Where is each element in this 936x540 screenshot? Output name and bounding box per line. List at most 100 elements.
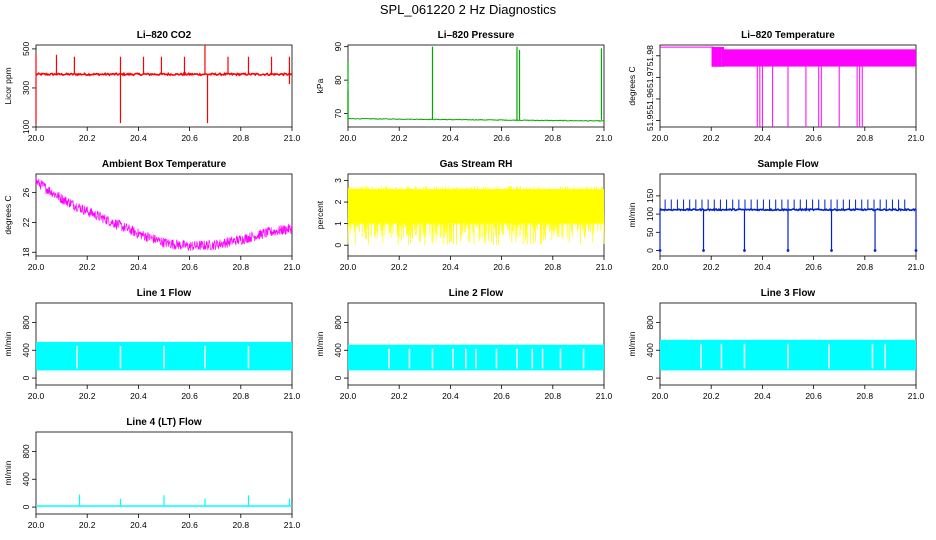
x-tick-label: 20.2 [79, 133, 96, 143]
x-tick-label: 21.0 [908, 391, 925, 401]
x-tick-label: 20.2 [391, 391, 408, 401]
x-tick-label: 21.0 [596, 133, 613, 143]
x-tick-label: 20.8 [857, 133, 874, 143]
y-tick-label: 26 [21, 188, 31, 198]
chart-box-temp: Ambient Box Temperature 20.0 20.2 20.4 20.6 2… [3, 159, 301, 272]
chart-title: Line 2 Flow [449, 288, 504, 299]
x-tick-label: 20.6 [493, 133, 510, 143]
y-tick-label: 22 [21, 217, 31, 227]
x-tick-label: 20.6 [181, 391, 198, 401]
series-point [702, 249, 705, 252]
y-tick-label: 300 [21, 81, 31, 95]
x-tick-label: 21.0 [284, 391, 301, 401]
y-axis-label: ml/min [627, 331, 637, 356]
chart-line4: Line 4 (LT) Flow 20.0 20.2 20.4 20.6 20.8 21.0… [3, 417, 301, 530]
y-axis-label: kPa [315, 78, 325, 93]
x-tick-label: 20.6 [805, 391, 822, 401]
y-tick-label: 0 [21, 504, 31, 509]
chart-title: Li–820 CO2 [137, 30, 192, 41]
y-axis-label: ml/min [627, 202, 637, 227]
x-tick-label: 20.4 [442, 133, 459, 143]
x-tick-label: 20.8 [857, 262, 874, 272]
plot-frame [347, 302, 605, 386]
x-tick-label: 20.0 [340, 391, 357, 401]
x-tick-label: 21.0 [596, 391, 613, 401]
chart-pressure: Li–820 Pressure 20.0 20.2 20.4 20.6 20.8 21.0 7… [315, 30, 613, 143]
x-tick-label: 20.4 [442, 262, 459, 272]
chart-title: Line 3 Flow [761, 288, 816, 299]
x-tick-label: 21.0 [284, 262, 301, 272]
x-tick-label: 20.0 [652, 133, 669, 143]
chart-line3: Line 3 Flow 20.0 20.2 20.4 20.6 20.8 21.0 0 400 8… [627, 288, 925, 401]
chart-sample-flow: Sample Flow 20.0 20.2 20.4 20.6 20.8 21.0 0 50 10… [627, 159, 925, 272]
x-tick-label: 20.0 [28, 520, 45, 530]
y-tick-label: 0 [333, 375, 343, 380]
x-tick-label: 20.2 [79, 520, 96, 530]
x-tick-label: 20.2 [79, 262, 96, 272]
y-tick-label: 0 [333, 243, 343, 248]
chart-title: Gas Stream RH [440, 159, 513, 170]
chart-line2: Line 2 Flow 20.0 20.2 20.4 20.6 20.8 21.0 0 400 8… [315, 288, 613, 401]
x-tick-label: 20.2 [391, 262, 408, 272]
plot-frame [35, 431, 293, 515]
y-tick-label: 0 [645, 375, 655, 380]
x-tick-label: 20.2 [703, 262, 720, 272]
x-tick-label: 20.8 [233, 391, 250, 401]
x-tick-label: 20.8 [545, 133, 562, 143]
y-tick-label: 400 [21, 343, 31, 357]
y-axis-label: degrees C [627, 66, 637, 105]
x-tick-label: 21.0 [908, 262, 925, 272]
series-point [914, 249, 918, 252]
y-axis-label: ml/min [315, 331, 325, 356]
x-tick-label: 20.2 [703, 133, 720, 143]
y-tick-label: 3 [333, 178, 343, 183]
x-tick-label: 20.4 [442, 391, 459, 401]
x-tick-label: 20.4 [754, 133, 771, 143]
plot-frame [35, 173, 293, 257]
series-point [830, 249, 833, 252]
y-tick-label: 100 [21, 120, 31, 134]
y-axis-label: percent [315, 200, 325, 229]
x-tick-label: 20.8 [233, 262, 250, 272]
y-tick-label: 400 [333, 343, 343, 357]
y-axis-label: Licor ppm [3, 67, 13, 104]
chart-gas-rh: Gas Stream RH 20.0 20.2 20.4 20.6 20.8 21.0 0 1 2… [315, 159, 613, 272]
y-tick-label: 800 [333, 315, 343, 329]
x-tick-label: 20.6 [493, 391, 510, 401]
x-tick-label: 20.8 [545, 391, 562, 401]
x-tick-label: 20.0 [340, 133, 357, 143]
y-tick-label: 51.95 [645, 110, 655, 132]
x-tick-label: 20.6 [805, 133, 822, 143]
x-tick-label: 20.2 [79, 391, 96, 401]
x-tick-label: 20.4 [130, 133, 147, 143]
series-point [873, 249, 877, 252]
series-point [658, 249, 662, 252]
series-point [786, 249, 790, 252]
chart-licor-temp: Li–820 Temperature 20.0 20.2 20.4 20.6 20.8 21… [627, 30, 925, 143]
x-tick-label: 20.6 [181, 520, 198, 530]
y-tick-label: 100 [645, 207, 655, 221]
y-tick-label: 0 [21, 375, 31, 380]
x-tick-label: 20.8 [545, 262, 562, 272]
y-tick-label: 800 [21, 315, 31, 329]
chart-title: Line 1 Flow [137, 288, 192, 299]
x-tick-label: 20.6 [181, 262, 198, 272]
x-tick-label: 20.0 [652, 391, 669, 401]
y-axis-label: degrees C [3, 195, 13, 234]
y-tick-label: 400 [645, 343, 655, 357]
chart-title: Li–820 Pressure [438, 30, 515, 41]
y-tick-label: 1 [333, 221, 343, 226]
y-tick-label: 150 [645, 189, 655, 203]
chart-title: Line 4 (LT) Flow [126, 417, 202, 428]
x-tick-label: 20.0 [652, 262, 669, 272]
y-tick-label: 80 [333, 75, 343, 85]
main-title: SPL_061220 2 Hz Diagnostics [379, 2, 557, 17]
x-tick-label: 20.4 [754, 391, 771, 401]
x-tick-label: 20.6 [493, 262, 510, 272]
x-tick-label: 20.4 [754, 262, 771, 272]
chart-title: Sample Flow [757, 159, 818, 170]
y-tick-label: 2 [333, 199, 343, 204]
x-tick-label: 20.8 [857, 391, 874, 401]
x-tick-label: 20.4 [130, 262, 147, 272]
